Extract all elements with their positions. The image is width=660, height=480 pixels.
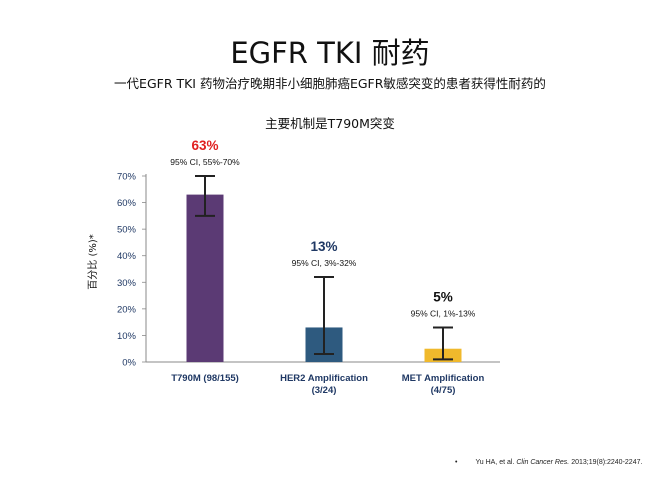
category-label: MET Amplification	[402, 373, 485, 384]
citation-footnote: • Yu HA, et al. Clin Cancer Res. 2013;19(…	[455, 459, 642, 466]
category-label: T790M (98/155)	[171, 373, 239, 384]
error-bars	[195, 175, 453, 361]
x-axis-categories: T790M (98/155) HER2 Amplification(3/24) ME…	[171, 373, 484, 396]
y-tick-label: 70%	[117, 172, 137, 183]
ci-label: 95% CI, 3%-32%	[292, 258, 357, 268]
bar	[186, 194, 224, 362]
y-tick-label: 10%	[117, 331, 137, 342]
value-labels: 63% 95% CI, 55%-70% 13% 95% CI, 3%-32% 5% 95%…	[170, 138, 476, 318]
slide-title: EGFR TKI 耐药	[230, 36, 430, 70]
y-tick-label: 0%	[122, 358, 136, 369]
value-label: 13%	[310, 239, 337, 254]
category-label: HER2 Amplification	[280, 373, 368, 384]
category-label: (4/75)	[431, 385, 456, 396]
category-label: (3/24)	[312, 385, 337, 396]
ci-label: 95% CI, 55%-70%	[170, 157, 240, 167]
y-tick-label: 60%	[117, 198, 137, 209]
y-axis-ticks: 0% 10% 20% 30% 40% 50% 60% 70%	[117, 172, 146, 369]
value-label: 63%	[191, 138, 218, 153]
footnote-bullet: •	[455, 459, 458, 466]
slide-subtitle-line-1: 一代EGFR TKI 药物治疗晚期非小细胞肺癌EGFR敏感突变的患者获得性耐药的	[114, 76, 546, 91]
value-label: 5%	[433, 289, 453, 304]
y-axis-label: 百分比 (%)*	[87, 234, 99, 289]
y-tick-label: 20%	[117, 304, 137, 315]
y-tick-label: 40%	[117, 251, 137, 262]
footnote-authors: Yu HA, et al.	[475, 459, 515, 466]
chart-bars	[186, 194, 462, 362]
y-tick-label: 30%	[117, 278, 137, 289]
slide-subtitle-line-2: 主要机制是T790M突变	[265, 116, 395, 131]
y-tick-label: 50%	[117, 225, 137, 236]
footnote-citation: 2013;19(8):2240-2247.	[571, 459, 643, 466]
ci-label: 95% CI, 1%-13%	[411, 308, 476, 318]
footnote-journal: Clin Cancer Res.	[516, 459, 570, 466]
